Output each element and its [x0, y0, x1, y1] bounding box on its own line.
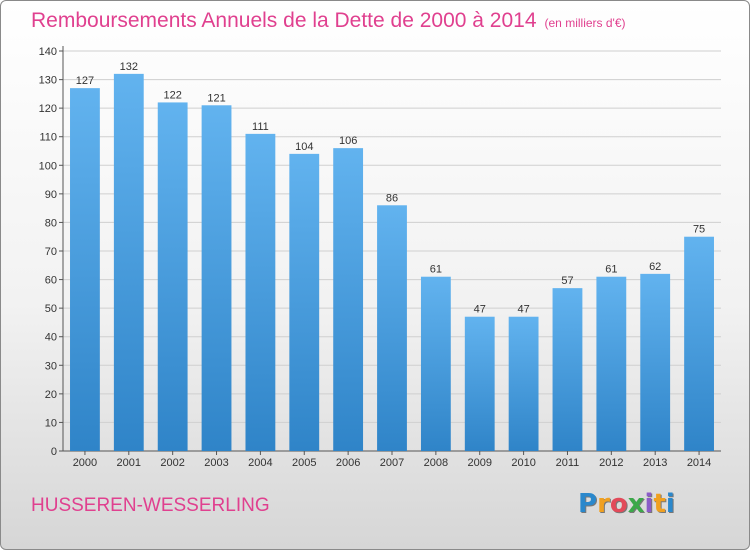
- bar: [157, 102, 188, 451]
- bar: [289, 153, 320, 451]
- bar: [245, 133, 276, 451]
- data-label: 104: [295, 141, 313, 153]
- bar: [464, 316, 495, 451]
- data-label: 122: [163, 89, 181, 101]
- y-tick-label: 120: [39, 103, 57, 115]
- y-tick-label: 140: [39, 46, 57, 58]
- town-name: HUSSEREN-WESSERLING: [31, 495, 270, 516]
- data-label: 57: [561, 275, 573, 287]
- data-label: 132: [120, 61, 138, 73]
- y-tick-label: 50: [45, 303, 57, 315]
- data-label: 121: [207, 92, 225, 104]
- chart-subtitle: (en milliers d'€): [544, 16, 626, 30]
- data-label: 111: [252, 121, 269, 133]
- x-tick-label: 2001: [117, 457, 141, 469]
- y-tick-label: 110: [39, 132, 57, 144]
- y-tick-label: 40: [45, 332, 57, 344]
- chart-title: Remboursements Annuels de la Dette de 20…: [31, 9, 626, 33]
- y-tick-label: 10: [45, 417, 57, 429]
- bar: [552, 288, 583, 451]
- x-tick-label: 2003: [204, 457, 228, 469]
- data-label: 127: [76, 75, 94, 87]
- data-label: 61: [605, 264, 617, 276]
- data-label: 86: [386, 192, 398, 204]
- bar: [420, 276, 451, 451]
- y-tick-label: 130: [39, 75, 57, 87]
- logo-letter: x: [627, 489, 645, 519]
- x-tick-label: 2006: [336, 457, 360, 469]
- proxiti-logo[interactable]: Proxiti: [578, 489, 675, 519]
- x-tick-label: 2007: [380, 457, 404, 469]
- bar: [377, 205, 407, 451]
- bar: [70, 88, 100, 452]
- logo-letter: P: [578, 489, 598, 519]
- bar: [333, 148, 364, 451]
- x-tick-label: 2014: [687, 457, 711, 469]
- x-tick-label: 2010: [511, 457, 535, 469]
- y-tick-label: 60: [45, 275, 57, 287]
- chart-title-text: Remboursements Annuels de la Dette de 20…: [31, 9, 537, 32]
- y-tick-label: 20: [45, 389, 57, 401]
- x-tick-label: 2002: [160, 457, 184, 469]
- data-label: 106: [339, 135, 357, 147]
- x-tick-label: 2009: [467, 457, 491, 469]
- logo-letter: i: [665, 489, 675, 519]
- bar: [113, 73, 144, 451]
- logo-letter: t: [653, 489, 666, 519]
- x-tick-label: 2000: [73, 457, 97, 469]
- x-tick-label: 2008: [424, 457, 448, 469]
- data-label: 75: [693, 224, 705, 236]
- logo-letter: o: [609, 489, 628, 519]
- x-tick-label: 2005: [292, 457, 316, 469]
- x-tick-label: 2004: [248, 457, 272, 469]
- logo-letter: i: [644, 489, 654, 519]
- y-tick-label: 90: [45, 189, 57, 201]
- x-tick-label: 2011: [556, 457, 580, 469]
- y-tick-label: 70: [45, 246, 57, 258]
- bar: [684, 236, 714, 451]
- y-tick-label: 30: [45, 360, 57, 372]
- bar: [201, 105, 232, 452]
- y-tick-label: 0: [51, 446, 57, 458]
- x-tick-label: 2012: [599, 457, 623, 469]
- data-label: 62: [649, 261, 661, 273]
- data-label: 47: [474, 304, 486, 316]
- bar: [596, 276, 627, 451]
- logo-letter: r: [597, 489, 610, 519]
- bar: [640, 273, 671, 451]
- data-label: 61: [430, 264, 442, 276]
- y-tick-label: 100: [39, 160, 57, 172]
- y-tick-label: 80: [45, 217, 57, 229]
- bar: [508, 316, 539, 451]
- data-label: 47: [517, 304, 529, 316]
- x-tick-label: 2013: [643, 457, 667, 469]
